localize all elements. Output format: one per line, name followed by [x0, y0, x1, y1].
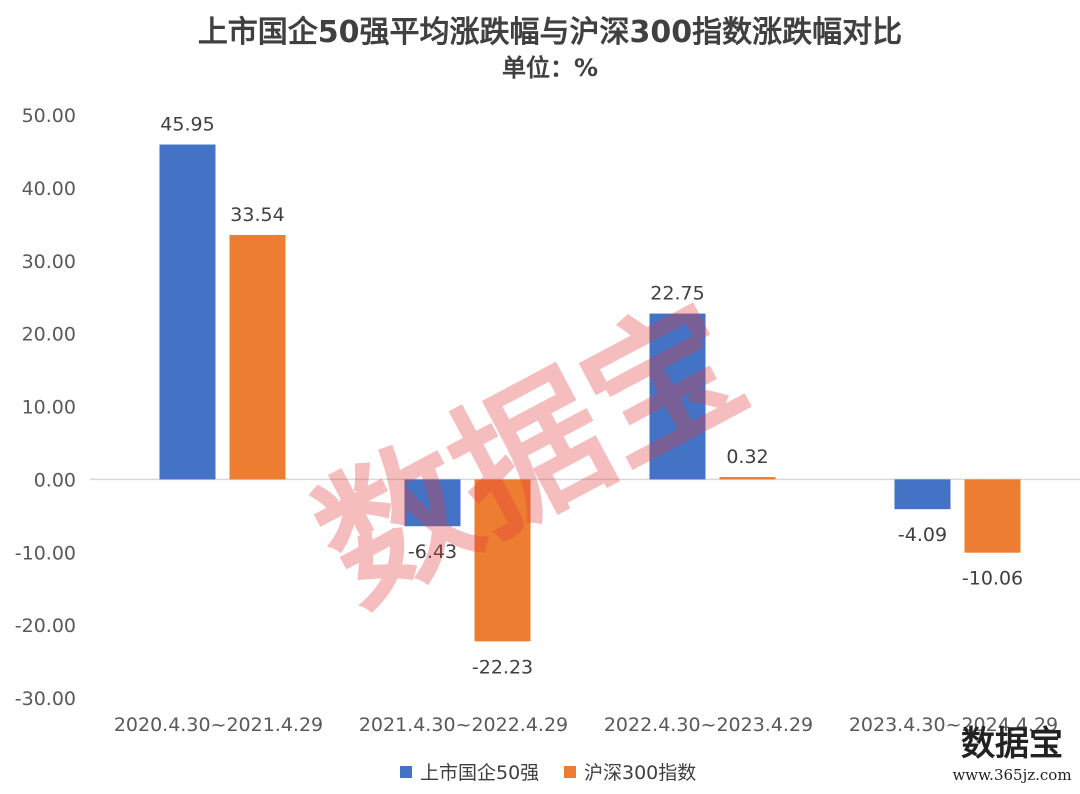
- chart-title: 上市国企50强平均涨跌幅与沪深300指数涨跌幅对比: [198, 15, 902, 50]
- data-label: -10.06: [962, 568, 1023, 590]
- legend-swatch: [400, 766, 412, 778]
- y-tick-label: 0.00: [34, 469, 76, 491]
- data-label: 45.95: [160, 114, 214, 136]
- data-label: 33.54: [230, 204, 284, 226]
- watermark-center: 数据宝: [292, 273, 771, 638]
- legend-label: 沪深300指数: [584, 762, 696, 784]
- legend-swatch: [564, 766, 576, 778]
- watermark-corner: 数据宝: [961, 724, 1063, 764]
- watermark-url: www.365jz.com: [952, 766, 1071, 784]
- data-label: 22.75: [650, 283, 704, 305]
- x-category-label: 2021.4.30~2022.4.29: [359, 714, 568, 736]
- bar-csi300: [229, 234, 286, 480]
- bar-soe50: [649, 313, 706, 480]
- data-labels-layer: 45.95 33.54 -6.43 -22.23 22.75 0.32 -4.09 -10.0…: [160, 114, 1023, 679]
- y-tick-label: 30.00: [22, 251, 76, 273]
- bar-soe50: [159, 144, 216, 480]
- bar-csi300: [964, 479, 1021, 553]
- x-axis: 2020.4.30~2021.4.29 2021.4.30~2022.4.29 20…: [114, 714, 1058, 736]
- bar-soe50: [404, 479, 461, 527]
- bar-csi300: [719, 477, 776, 480]
- data-label: 0.32: [726, 446, 768, 468]
- legend-label: 上市国企50强: [420, 762, 539, 784]
- y-tick-label: -20.00: [15, 615, 76, 637]
- data-label: -6.43: [408, 541, 457, 563]
- data-label: -4.09: [898, 524, 947, 546]
- y-tick-label: 40.00: [22, 178, 76, 200]
- bar-csi300: [474, 479, 531, 642]
- y-tick-label: 10.00: [22, 397, 76, 419]
- y-tick-label: 50.00: [22, 105, 76, 127]
- x-category-label: 2023.4.30~2024.4.29: [849, 714, 1058, 736]
- y-tick-label: 20.00: [22, 324, 76, 346]
- chart-subtitle: 单位：%: [502, 54, 598, 82]
- y-tick-label: -30.00: [15, 688, 76, 710]
- legend: 上市国企50强 沪深300指数: [400, 762, 696, 784]
- bars-layer: [159, 144, 1021, 642]
- y-tick-label: -10.00: [15, 542, 76, 564]
- x-category-label: 2022.4.30~2023.4.29: [604, 714, 813, 736]
- x-category-label: 2020.4.30~2021.4.29: [114, 714, 323, 736]
- y-axis: -30.00 -20.00 -10.00 0.00 10.00 20.00 30.00 40.…: [15, 105, 1080, 710]
- bar-soe50: [894, 479, 951, 510]
- data-label: -22.23: [472, 656, 533, 678]
